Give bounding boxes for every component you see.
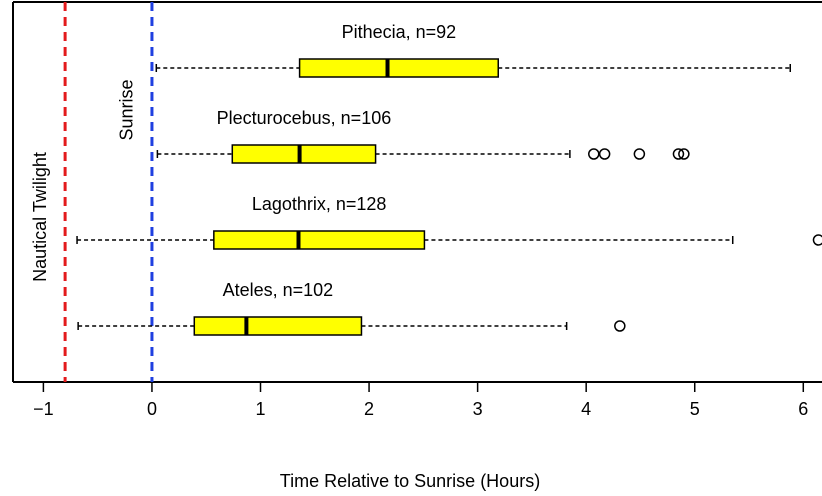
outlier — [598, 148, 611, 160]
box — [213, 230, 426, 250]
outlier — [633, 148, 646, 160]
group-label: Ateles, n=102 — [223, 280, 334, 300]
x-axis-label: Time Relative to Sunrise (Hours) — [280, 471, 540, 491]
x-tick-label: 2 — [364, 399, 374, 419]
x-tick-label: 6 — [798, 399, 808, 419]
outlier — [614, 320, 626, 332]
x-tick-label: 1 — [256, 399, 266, 419]
x-tick-label: 3 — [473, 399, 483, 419]
reference-label: Nautical Twilight — [30, 152, 50, 282]
group-label: Pithecia, n=92 — [342, 22, 457, 42]
outlier — [672, 148, 685, 160]
group-label: Lagothrix, n=128 — [252, 194, 387, 214]
reference-label: Sunrise — [117, 79, 137, 140]
group-label: Plecturocebus, n=106 — [217, 108, 392, 128]
x-tick-label: −1 — [33, 399, 54, 419]
x-tick-label: 5 — [690, 399, 700, 419]
outlier — [588, 148, 600, 160]
box — [231, 144, 377, 164]
outlier — [678, 148, 690, 160]
outlier — [812, 234, 822, 246]
x-tick-label: 4 — [581, 399, 591, 419]
x-tick-label: 0 — [147, 399, 157, 419]
box — [193, 316, 363, 336]
box — [298, 58, 499, 78]
